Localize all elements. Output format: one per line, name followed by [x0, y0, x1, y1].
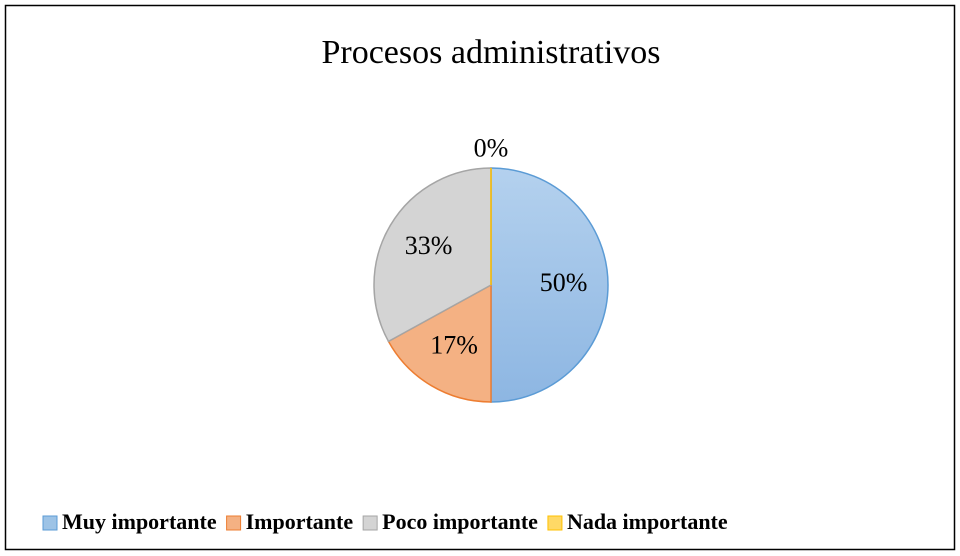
- pie-slice: [387, 283, 492, 403]
- chart-title: Procesos administrativos: [321, 34, 660, 71]
- data-label: 17%: [430, 330, 478, 359]
- legend-label: Poco importante: [382, 509, 538, 534]
- data-label: 50%: [540, 268, 588, 297]
- legend-swatch: [547, 515, 563, 531]
- legend-swatch: [362, 515, 378, 531]
- legend-swatch: [42, 515, 58, 531]
- legend-label: Nada importante: [567, 509, 728, 534]
- data-label: 33%: [405, 231, 453, 260]
- legend-swatch: [226, 515, 242, 531]
- legend-label: Muy importante: [62, 509, 217, 534]
- pie-slice: [373, 167, 492, 343]
- pie-slice: [490, 167, 609, 403]
- data-label: 0%: [474, 133, 509, 162]
- legend-label: Importante: [246, 509, 354, 534]
